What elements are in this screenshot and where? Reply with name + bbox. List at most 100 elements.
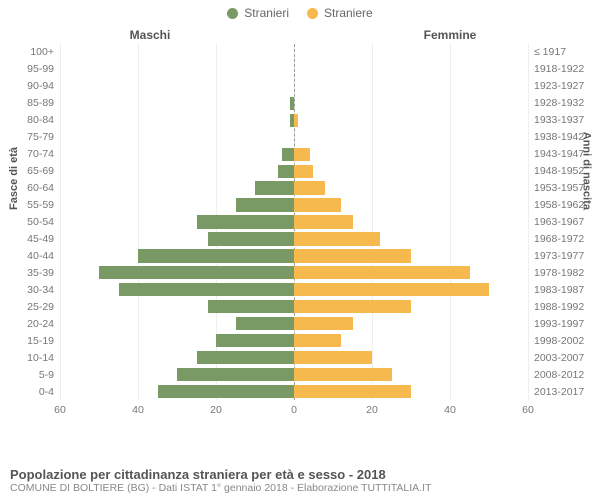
bar-female: [294, 283, 489, 296]
birth-label: 2003-2007: [528, 352, 584, 364]
birth-label: 1993-1997: [528, 318, 584, 330]
bar-male: [138, 249, 294, 262]
bar-male: [208, 300, 294, 313]
bar-male: [290, 97, 294, 110]
bar-female: [294, 232, 380, 245]
table-row: 90-941923-1927: [60, 78, 528, 95]
table-row: 60-641953-1957: [60, 180, 528, 197]
table-row: 55-591958-1962: [60, 197, 528, 214]
bar-male: [255, 181, 294, 194]
bar-female: [294, 334, 341, 347]
bar-male: [216, 334, 294, 347]
table-row: 70-741943-1947: [60, 146, 528, 163]
birth-label: ≤ 1917: [528, 46, 566, 58]
table-row: 15-191998-2002: [60, 332, 528, 349]
birth-label: 2008-2012: [528, 369, 584, 381]
bar-male: [119, 283, 295, 296]
col-right: Femmine: [300, 28, 600, 42]
bar-female: [294, 165, 313, 178]
age-label: 45-49: [27, 233, 60, 245]
birth-label: 1983-1987: [528, 284, 584, 296]
birth-label: 1978-1982: [528, 267, 584, 279]
bar-male: [158, 385, 295, 398]
age-label: 35-39: [27, 267, 60, 279]
table-row: 30-341983-1987: [60, 281, 528, 298]
table-row: 0-42013-2017: [60, 383, 528, 400]
column-headers: Maschi Femmine: [0, 28, 600, 42]
age-label: 90-94: [27, 80, 60, 92]
table-row: 65-691948-1952: [60, 163, 528, 180]
legend-male-label: Stranieri: [244, 6, 289, 20]
birth-label: 1938-1942: [528, 131, 584, 143]
y-axis-left-title: Fasce di età: [8, 147, 20, 210]
birth-label: 1928-1932: [528, 97, 584, 109]
male-swatch: [227, 8, 238, 19]
female-swatch: [307, 8, 318, 19]
birth-label: 1988-1992: [528, 301, 584, 313]
bar-male: [236, 317, 295, 330]
birth-label: 1953-1957: [528, 182, 584, 194]
age-label: 50-54: [27, 216, 60, 228]
birth-label: 1958-1962: [528, 199, 584, 211]
age-label: 70-74: [27, 148, 60, 160]
age-label: 40-44: [27, 250, 60, 262]
bar-male: [197, 215, 295, 228]
table-row: 35-391978-1982: [60, 264, 528, 281]
bar-male: [278, 165, 294, 178]
legend: Stranieri Straniere: [0, 0, 600, 20]
x-tick: 60: [522, 404, 534, 416]
table-row: 40-441973-1977: [60, 247, 528, 264]
birth-label: 1968-1972: [528, 233, 584, 245]
age-label: 30-34: [27, 284, 60, 296]
table-row: 95-991918-1922: [60, 61, 528, 78]
birth-label: 1933-1937: [528, 114, 584, 126]
age-label: 20-24: [27, 318, 60, 330]
age-label: 85-89: [27, 97, 60, 109]
table-row: 75-791938-1942: [60, 129, 528, 146]
age-label: 5-9: [39, 369, 60, 381]
chart-rows: 100+≤ 191795-991918-192290-941923-192785…: [60, 44, 528, 400]
bar-male: [177, 368, 294, 381]
x-tick: 20: [210, 404, 222, 416]
table-row: 10-142003-2007: [60, 349, 528, 366]
bar-male: [236, 198, 295, 211]
x-tick: 20: [366, 404, 378, 416]
table-row: 20-241993-1997: [60, 315, 528, 332]
bar-female: [294, 198, 341, 211]
bar-female: [294, 300, 411, 313]
bar-female: [294, 249, 411, 262]
bar-female: [294, 148, 310, 161]
x-tick: 60: [54, 404, 66, 416]
x-tick: 40: [132, 404, 144, 416]
age-label: 10-14: [27, 352, 60, 364]
legend-male: Stranieri: [227, 6, 289, 20]
table-row: 100+≤ 1917: [60, 44, 528, 61]
bar-female: [294, 368, 392, 381]
x-tick: 40: [444, 404, 456, 416]
bar-female: [294, 215, 353, 228]
bar-female: [294, 114, 298, 127]
legend-female: Straniere: [307, 6, 373, 20]
age-label: 55-59: [27, 199, 60, 211]
age-label: 65-69: [27, 165, 60, 177]
table-row: 50-541963-1967: [60, 214, 528, 231]
age-label: 80-84: [27, 114, 60, 126]
birth-label: 1948-1952: [528, 165, 584, 177]
birth-label: 1973-1977: [528, 250, 584, 262]
table-row: 85-891928-1932: [60, 95, 528, 112]
bar-female: [294, 266, 470, 279]
page-title: Popolazione per cittadinanza straniera p…: [10, 467, 590, 482]
birth-label: 1923-1927: [528, 80, 584, 92]
age-label: 100+: [30, 46, 60, 58]
age-label: 95-99: [27, 63, 60, 75]
page-subtitle: COMUNE DI BOLTIERE (BG) - Dati ISTAT 1° …: [10, 482, 590, 494]
bar-male: [282, 148, 294, 161]
birth-label: 2013-2017: [528, 386, 584, 398]
bar-male: [208, 232, 294, 245]
legend-female-label: Straniere: [324, 6, 373, 20]
bar-female: [294, 317, 353, 330]
birth-label: 1963-1967: [528, 216, 584, 228]
age-label: 25-29: [27, 301, 60, 313]
col-left: Maschi: [0, 28, 300, 42]
bar-male: [99, 266, 294, 279]
